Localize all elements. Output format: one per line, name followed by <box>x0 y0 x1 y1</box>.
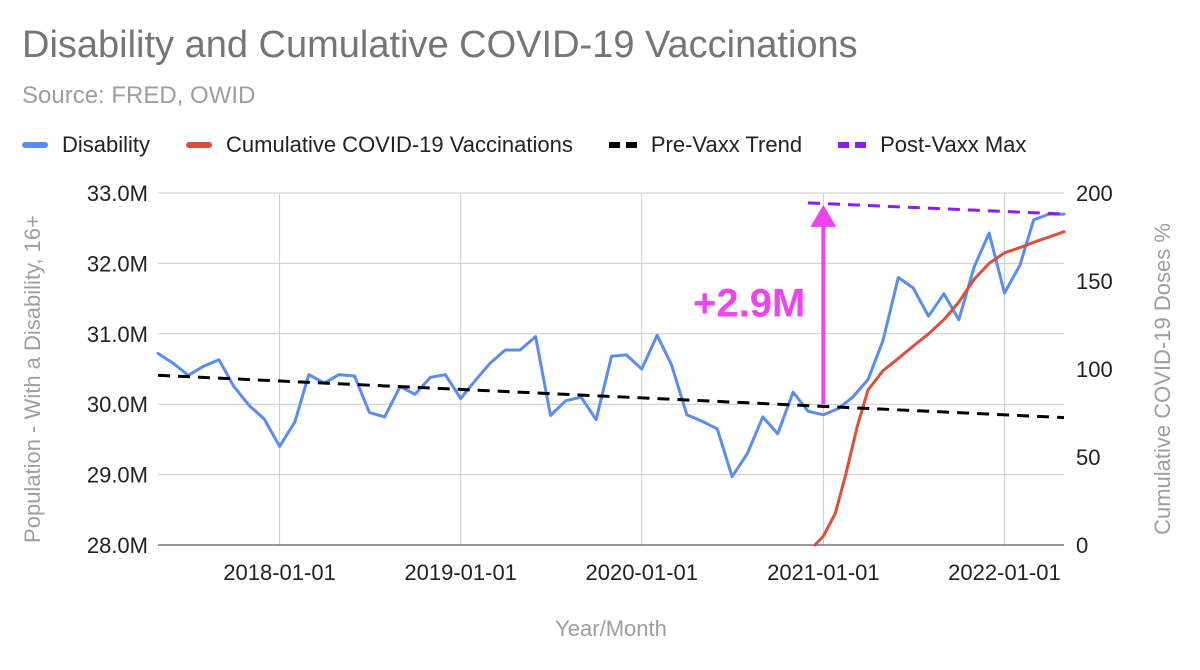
x-axis-title: Year/Month <box>555 616 667 641</box>
y2-tick-label: 150 <box>1076 269 1113 294</box>
series-line-vaccinations[interactable] <box>813 230 1066 547</box>
legend-label-post-vaxx-max: Post-Vaxx Max <box>880 132 1027 157</box>
y-tick-label: 29.0M <box>87 463 148 488</box>
legend-item-vaccinations[interactable]: Cumulative COVID-19 Vaccinations <box>186 132 573 158</box>
legend-item-pre-vaxx-trend[interactable]: Pre-Vaxx Trend <box>608 132 803 158</box>
y2-tick-label: 200 <box>1076 181 1113 206</box>
x-tick-label: 2018-01-01 <box>223 560 336 585</box>
y-tick-label: 32.0M <box>87 251 148 276</box>
series-line-disability[interactable] <box>156 212 1066 479</box>
y2-tick-label: 50 <box>1076 445 1100 470</box>
x-tick-label: 2019-01-01 <box>404 560 517 585</box>
legend-label-vaccinations: Cumulative COVID-19 Vaccinations <box>226 132 573 157</box>
legend-item-post-vaxx-max[interactable]: Post-Vaxx Max <box>838 132 1026 158</box>
x-tick-label: 2021-01-01 <box>767 560 880 585</box>
y2-axis-title: Cumulative COVID-19 Doses % <box>1150 223 1175 535</box>
y-tick-label: 28.0M <box>87 533 148 558</box>
y-axis-title: Population - With a Disability, 16+ <box>20 215 45 543</box>
x-tick-label: 2022-01-01 <box>948 560 1061 585</box>
chart-subtitle: Source: FRED, OWID <box>22 82 256 109</box>
chart-title: Disability and Cumulative COVID-19 Vacci… <box>22 24 858 66</box>
y2-tick-label: 100 <box>1076 357 1113 382</box>
y-tick-label: 31.0M <box>87 322 148 347</box>
annotation-label: +2.9M <box>693 282 805 326</box>
legend: Disability Cumulative COVID-19 Vaccinati… <box>22 130 1026 160</box>
x-tick-label: 2020-01-01 <box>585 560 698 585</box>
legend-label-pre-vaxx-trend: Pre-Vaxx Trend <box>650 132 803 157</box>
legend-swatch-disability <box>22 142 48 148</box>
legend-swatch-vaccinations <box>186 142 213 148</box>
series-line-pre-vaxx-trend[interactable] <box>157 373 1065 420</box>
legend-swatch-pre-vaxx-trend <box>608 142 637 148</box>
series-line-post-vaxx-max[interactable] <box>807 201 1065 216</box>
annotation-arrow-head <box>810 204 837 227</box>
y2-tick-label: 0 <box>1076 533 1088 558</box>
y-tick-label: 33.0M <box>87 181 148 206</box>
legend-label-disability: Disability <box>62 132 151 157</box>
legend-swatch-post-vaxx-max <box>838 142 867 148</box>
legend-item-disability[interactable]: Disability <box>22 132 150 158</box>
y-tick-label: 30.0M <box>87 392 148 417</box>
